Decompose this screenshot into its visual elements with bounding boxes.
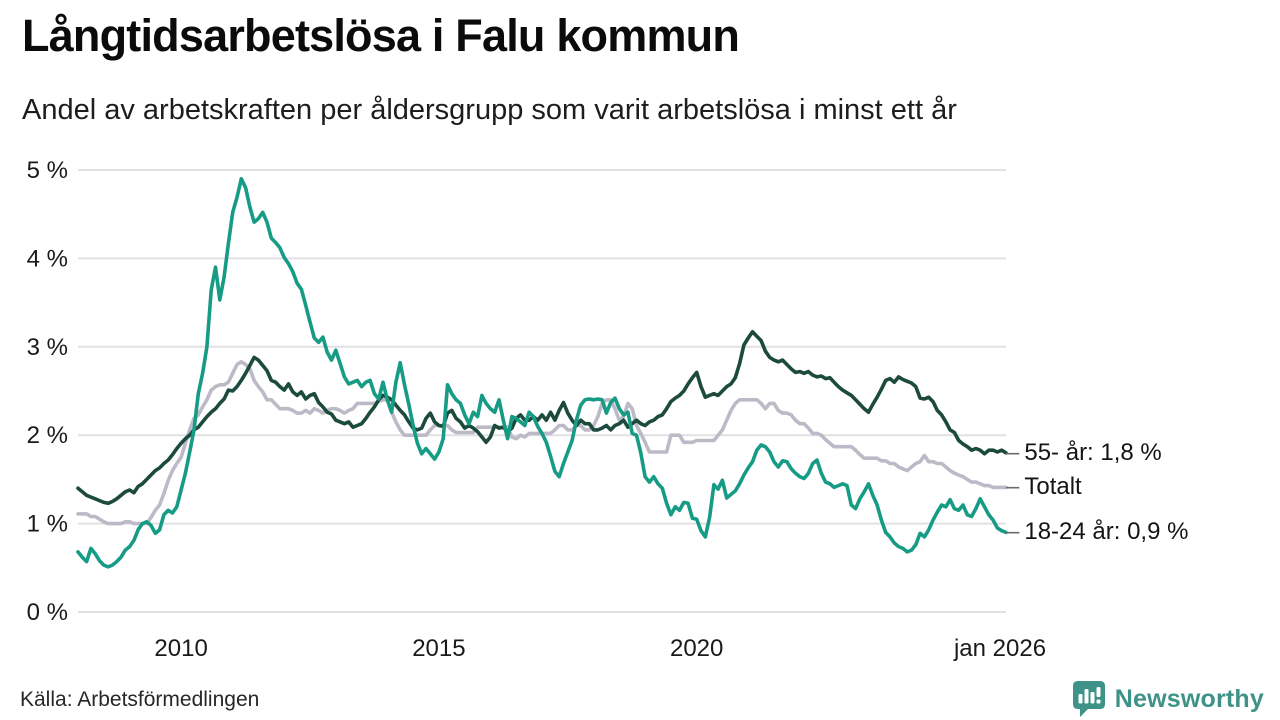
y-tick-label: 2 % (27, 422, 68, 449)
x-tick-label: jan 2026 (953, 635, 1046, 662)
end-label-text: 55- år: 1,8 % (1024, 438, 1162, 466)
y-tick-label: 5 % (27, 157, 68, 184)
chart-subtitle: Andel av arbetskraften per åldersgrupp s… (22, 94, 957, 126)
end-label-tick: – (1006, 438, 1020, 466)
newsworthy-brand: Newsworthy (1071, 680, 1264, 718)
end-label-tick: – (1006, 518, 1020, 546)
newsworthy-logo-icon (1072, 681, 1105, 717)
end-label-18-24-ar: –18-24 år: 0,9 % (1006, 516, 1188, 548)
x-tick-label: 2015 (412, 635, 465, 662)
series-line-18-24-ar (76, 177, 1008, 569)
y-tick-label: 1 % (27, 511, 68, 538)
page-title: Långtidsarbetslösa i Falu kommun (22, 10, 740, 61)
x-tick-label: 2020 (670, 635, 723, 662)
end-label-55-ar: –55- år: 1,8 % (1006, 437, 1162, 469)
x-tick-label: 2010 (154, 635, 207, 662)
end-label-text: 18-24 år: 0,9 % (1024, 518, 1189, 546)
y-tick-label: 3 % (27, 334, 68, 361)
end-label-totalt: – Totalt (1006, 471, 1082, 503)
end-label-text: Totalt (1024, 473, 1082, 501)
y-tick-label: 4 % (27, 245, 68, 272)
end-label-tick: – (1006, 473, 1020, 501)
series-line-55-ar (76, 329, 1008, 506)
y-tick-label: 0 % (27, 599, 68, 626)
series-line-totalt (76, 359, 1008, 526)
source-text: Källa: Arbetsförmedlingen (20, 688, 260, 711)
newsworthy-brand-name: Newsworthy (1114, 684, 1264, 713)
